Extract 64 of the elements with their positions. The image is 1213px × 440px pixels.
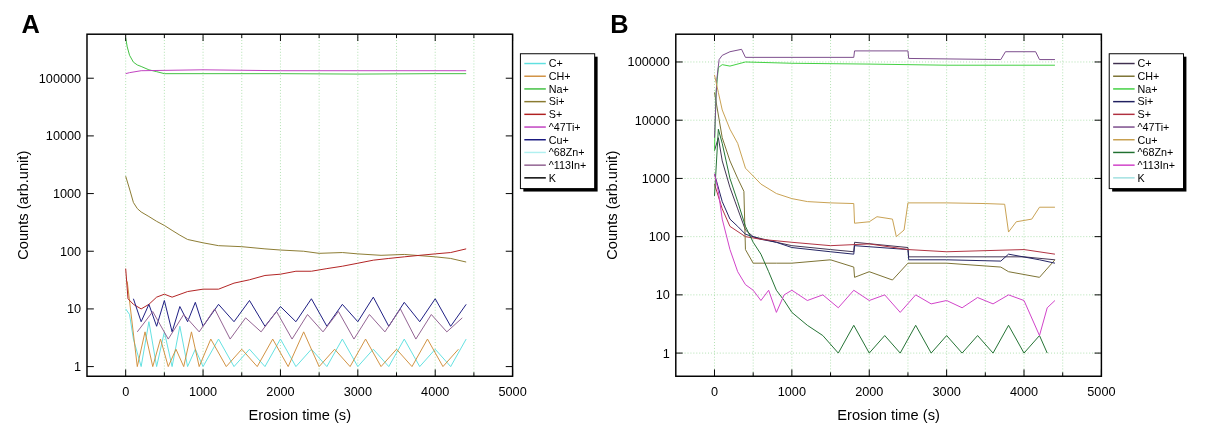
line-series bbox=[714, 61, 1056, 152]
x-tick-label: 0 bbox=[122, 384, 130, 399]
y-axis-title: Counts (arb.unit) bbox=[15, 150, 32, 260]
line-series bbox=[125, 248, 467, 310]
line-series bbox=[125, 175, 467, 263]
legend-label: C+ bbox=[548, 57, 563, 70]
legend-label: Si+ bbox=[548, 95, 565, 108]
x-tick-label: 1000 bbox=[777, 384, 806, 399]
x-tick-label: 2000 bbox=[266, 384, 295, 399]
y-tick-label: 1 bbox=[662, 346, 670, 361]
line-series bbox=[714, 128, 1048, 354]
legend-label: C+ bbox=[1137, 57, 1152, 70]
legend-label: ^68Zn+ bbox=[548, 146, 585, 159]
y-tick-label: 100000 bbox=[627, 55, 670, 70]
line-series bbox=[714, 74, 1056, 238]
line-series bbox=[125, 308, 467, 368]
line-series bbox=[136, 308, 463, 340]
x-tick-label: 5000 bbox=[1087, 384, 1116, 399]
legend-label: K bbox=[548, 171, 557, 184]
y-axis-title: Counts (arb.unit) bbox=[604, 150, 621, 260]
legend-label: Cu+ bbox=[548, 133, 569, 146]
x-tick-label: 0 bbox=[710, 384, 719, 399]
line-series bbox=[132, 296, 467, 333]
y-tick-label: 10 bbox=[67, 302, 82, 317]
line-series bbox=[125, 37, 467, 75]
y-tick-label: 10 bbox=[655, 288, 670, 303]
y-tick-label: 1000 bbox=[641, 171, 670, 186]
legend-label: ^47Ti+ bbox=[548, 120, 581, 133]
legend-label: Cu+ bbox=[1137, 133, 1158, 146]
y-tick-label: 1000 bbox=[52, 187, 82, 202]
legend-label: K bbox=[1137, 171, 1146, 184]
chart-title: A bbox=[21, 10, 40, 39]
y-tick-label: 10000 bbox=[634, 113, 670, 128]
line-series bbox=[126, 280, 459, 368]
legend-label: CH+ bbox=[1137, 69, 1160, 82]
y-tick-label: 1 bbox=[74, 360, 82, 375]
legend-label: ^113In+ bbox=[548, 158, 587, 171]
x-tick-label: 5000 bbox=[498, 384, 527, 399]
y-tick-label: 100 bbox=[648, 230, 670, 245]
x-tick-label: 4000 bbox=[421, 384, 450, 399]
line-series bbox=[714, 48, 1056, 139]
x-tick-label: 4000 bbox=[1009, 384, 1039, 399]
chart-title: B bbox=[610, 10, 629, 39]
legend-label: ^113In+ bbox=[1137, 158, 1175, 171]
line-series bbox=[714, 91, 1056, 281]
x-axis-title: Erosion time (s) bbox=[248, 407, 352, 424]
legend-label: S+ bbox=[1137, 108, 1152, 121]
x-tick-label: 2000 bbox=[855, 384, 884, 399]
y-tick-label: 10000 bbox=[45, 129, 82, 144]
line-series bbox=[714, 173, 1056, 337]
legend-label: Si+ bbox=[1137, 95, 1154, 108]
line-series bbox=[714, 137, 1056, 261]
x-axis-title: Erosion time (s) bbox=[837, 407, 940, 424]
x-tick-label: 3000 bbox=[932, 384, 961, 399]
legend-label: ^47Ti+ bbox=[1137, 120, 1170, 133]
x-tick-label: 3000 bbox=[343, 384, 372, 399]
x-tick-label: 1000 bbox=[188, 384, 218, 399]
legend-label: Na+ bbox=[1137, 82, 1158, 95]
legend-label: CH+ bbox=[548, 69, 571, 82]
y-tick-label: 100000 bbox=[38, 71, 82, 86]
y-tick-label: 100 bbox=[59, 244, 82, 259]
legend-label: Na+ bbox=[548, 82, 569, 95]
legend-label: ^68Zn+ bbox=[1137, 146, 1174, 159]
legend-label: S+ bbox=[548, 108, 563, 121]
